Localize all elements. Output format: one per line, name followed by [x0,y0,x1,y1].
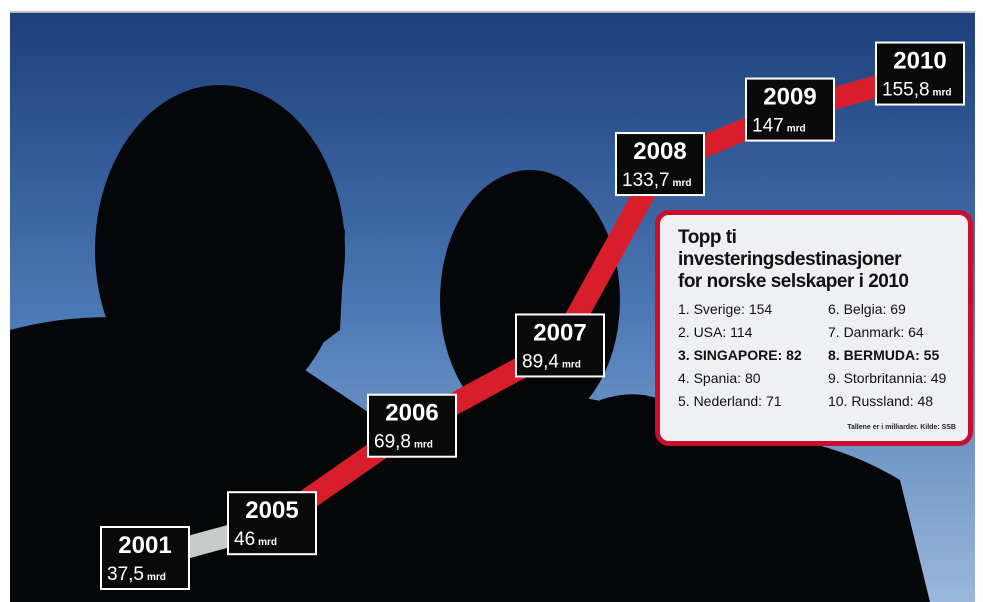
info-item: 4. Spania: 80 [678,370,828,393]
year-label: 2005 [245,497,298,524]
value-number: 37,5 [107,564,144,585]
value-number: 89,4 [522,351,559,372]
info-item: 3. SINGAPORE: 82 [678,347,828,370]
value-unit: mrd [562,359,581,370]
info-item: 1. Sverige: 154 [678,301,828,324]
value-unit: mrd [414,440,433,451]
value-unit: mrd [673,178,692,189]
value-number: 46 [234,529,255,550]
info-item: 8. BERMUDA: 55 [828,347,968,370]
info-title-line: Topp ti investeringsdestinasjoner [678,227,901,270]
info-item: 2. USA: 114 [678,324,828,347]
info-item: 9. Storbritannia: 49 [828,370,968,393]
info-title-line: for norske selskaper i 2010 [678,271,908,292]
value-number: 147 [752,116,784,137]
value-unit: mrd [147,572,166,583]
value-unit: mrd [787,124,806,135]
year-label: 2001 [118,532,171,559]
page: {"chart_data": {"type": "line", "categor… [0,0,983,602]
value-number: 155,8 [882,80,930,101]
info-item: 7. Danmark: 64 [828,324,968,347]
info-item: 10. Russland: 48 [828,393,968,416]
info-item: 6. Belgia: 69 [828,301,968,324]
info-item: 5. Nederland: 71 [678,393,828,416]
year-label: 2010 [893,48,946,75]
value-unit: mrd [933,88,952,99]
year-label: 2009 [763,84,816,111]
value-unit: mrd [258,537,277,548]
value-number: 69,8 [374,432,411,453]
value-number: 133,7 [622,170,670,191]
year-label: 2006 [385,400,438,427]
year-label: 2007 [533,319,586,346]
info-note: Tallene er i milliarder. Kilde: SSB [847,424,956,431]
year-label: 2008 [633,138,686,165]
